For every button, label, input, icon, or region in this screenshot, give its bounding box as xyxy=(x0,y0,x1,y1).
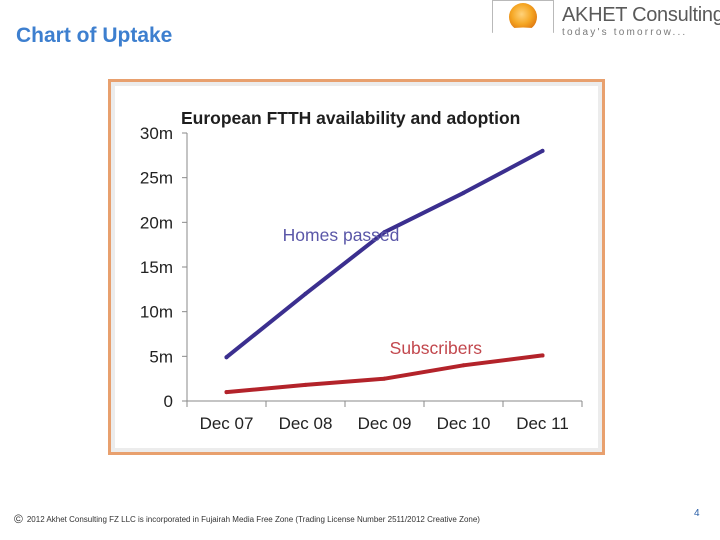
chart-frame: European FTTH availability and adoption … xyxy=(108,79,605,455)
slide-title: Chart of Uptake xyxy=(16,24,173,47)
series-label-1: Subscribers xyxy=(390,338,483,358)
ftth-line-chart: European FTTH availability and adoption … xyxy=(115,86,598,448)
x-tick-label: Dec 08 xyxy=(279,414,333,433)
y-tick-label: 5m xyxy=(149,347,173,366)
data-point xyxy=(224,355,229,360)
footer-text: 2012 Akhet Consulting FZ LLC is incorpor… xyxy=(26,515,480,524)
y-tick-label: 15m xyxy=(140,258,173,277)
series-label-0: Homes passed xyxy=(283,225,400,245)
company-logo: AKHET Consulting today's tomorrow... xyxy=(492,0,720,42)
y-tick-label: 20m xyxy=(140,213,173,232)
x-tick-label: Dec 10 xyxy=(437,414,491,433)
chart-series-labels: Homes passed Subscribers xyxy=(283,225,483,358)
y-tick-label: 0 xyxy=(164,392,173,411)
chart-title: European FTTH availability and adoption xyxy=(181,108,520,128)
data-point xyxy=(303,291,308,296)
data-point xyxy=(382,376,387,381)
data-point xyxy=(303,382,308,387)
x-tick-label: Dec 07 xyxy=(200,414,254,433)
y-tick-label: 10m xyxy=(140,303,173,322)
data-point xyxy=(461,190,466,195)
x-tick-label: Dec 11 xyxy=(516,414,569,433)
y-tick-label: 30m xyxy=(140,124,173,143)
data-point xyxy=(382,230,387,235)
chart-axes: 0 5m 10m 15m 20m 25m 30m Dec 07 Dec 08 Dec 09 Dec … xyxy=(140,124,583,433)
data-point xyxy=(540,148,545,153)
copyright-icon: © xyxy=(14,512,23,526)
chart-background xyxy=(115,86,598,448)
page-number: 4 xyxy=(694,508,700,519)
data-point xyxy=(540,353,545,358)
footer: © 2012 Akhet Consulting FZ LLC is incorpo… xyxy=(14,512,480,526)
y-tick-label: 25m xyxy=(140,169,173,188)
data-point xyxy=(461,363,466,368)
logo-tagline: today's tomorrow... xyxy=(562,27,688,38)
logo-name: AKHET Consulting xyxy=(562,4,720,26)
sun-logo-icon xyxy=(492,3,554,40)
data-point xyxy=(224,390,229,395)
chart-series xyxy=(224,148,545,395)
x-tick-label: Dec 09 xyxy=(358,414,412,433)
